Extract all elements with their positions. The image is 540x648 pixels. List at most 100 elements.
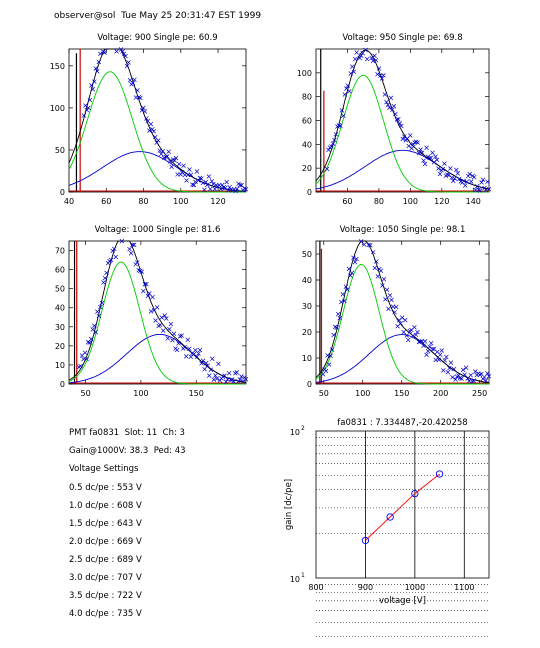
x-tick-label: 120	[210, 197, 225, 206]
data-point	[207, 374, 211, 378]
data-point	[198, 348, 202, 352]
data-point	[155, 305, 159, 309]
gain-fit-line	[365, 474, 439, 541]
data-point	[208, 187, 212, 191]
x-tick-label: 60	[342, 197, 352, 206]
x-tick-label: 60	[101, 197, 111, 206]
data-point	[177, 162, 181, 166]
data-point	[203, 367, 207, 371]
y-axis-label: gain [dc/pe]	[284, 479, 294, 530]
y-tick-label: 10	[302, 354, 312, 363]
data-point	[326, 148, 330, 152]
data-point	[341, 292, 345, 296]
y-tick-label-bottom: 10	[290, 575, 300, 584]
y-tick-label-top: 10	[290, 428, 300, 437]
data-point	[187, 168, 191, 172]
y-tick-label: 30	[302, 302, 312, 311]
data-point	[382, 277, 386, 281]
y-tick-exponent: 1	[301, 572, 305, 579]
data-point	[186, 338, 190, 342]
data-point	[438, 172, 442, 176]
data-point	[178, 334, 182, 338]
setting-0: 0.5 dc/pe : 553 V	[69, 483, 142, 493]
x-tick-label: 140	[466, 197, 481, 206]
data-point	[184, 354, 188, 358]
data-point	[408, 134, 412, 138]
data-point	[406, 338, 410, 342]
y-tick-label: 20	[302, 328, 312, 337]
y-tick-label: 60	[55, 266, 65, 275]
data-point	[167, 327, 171, 331]
x-tick-label: 100	[355, 389, 370, 398]
data-point	[456, 171, 460, 175]
data-point	[173, 158, 177, 162]
data-point	[472, 175, 476, 179]
y-tick-label: 100	[297, 69, 312, 78]
y-tick-label: 40	[302, 276, 312, 285]
data-point	[341, 114, 345, 118]
data-point	[138, 96, 142, 100]
data-point	[101, 280, 105, 284]
data-point	[169, 322, 173, 326]
data-point	[336, 312, 340, 316]
data-point	[478, 373, 482, 377]
data-point	[389, 96, 393, 100]
data-point	[376, 274, 380, 278]
data-point	[429, 341, 433, 345]
data-point	[412, 325, 416, 329]
total-fit-curve	[69, 49, 246, 191]
total-fit-curve	[316, 50, 489, 189]
y-tick-label: 20	[55, 342, 65, 351]
data-point	[355, 50, 359, 54]
y-tick-label: 50	[55, 146, 65, 155]
data-point	[212, 378, 216, 382]
data-point	[463, 184, 467, 188]
data-point	[428, 345, 432, 349]
x-tick-label: 1100	[454, 583, 474, 592]
data-point	[449, 361, 453, 365]
data-point	[180, 334, 184, 338]
data-point	[392, 104, 396, 108]
data-point	[448, 167, 452, 171]
data-point	[114, 255, 118, 259]
data-point	[410, 146, 414, 150]
data-point	[182, 164, 186, 168]
x-tick-label: 80	[374, 197, 384, 206]
x-tick-label: 50	[319, 389, 329, 398]
y-tick-label: 20	[302, 164, 312, 173]
data-point	[425, 353, 429, 357]
data-point	[432, 160, 436, 164]
setting-5: 3.0 dc/pe : 707 V	[69, 573, 142, 583]
data-point	[185, 179, 189, 183]
plot-title: Voltage: 900 Single pe: 60.9	[97, 33, 217, 43]
data-point	[235, 187, 239, 191]
y-tick-label: 60	[302, 117, 312, 126]
data-point	[438, 353, 442, 357]
x-tick-label: 80	[138, 197, 148, 206]
data-point	[155, 141, 159, 145]
x-tick-label: 150	[189, 389, 204, 398]
data-point	[450, 375, 454, 379]
data-point	[440, 348, 444, 352]
y-tick-exponent: 2	[301, 425, 305, 432]
x-tick-label: 100	[173, 197, 188, 206]
x-tick-label: 250	[472, 389, 487, 398]
data-point	[127, 60, 131, 64]
y-tick-label: 40	[55, 304, 65, 313]
data-point	[462, 179, 466, 183]
y-tick-label: 100	[50, 104, 65, 113]
single-pe-fit-curve	[316, 75, 489, 192]
plot-frame	[316, 49, 489, 192]
y-tick-label: 0	[60, 188, 65, 197]
data-point	[469, 180, 473, 184]
data-point	[158, 323, 162, 327]
x-axis-label: voltage [V]	[379, 596, 426, 606]
setting-7: 4.0 dc/pe : 735 V	[69, 609, 142, 619]
setting-3: 2.0 dc/pe : 669 V	[69, 537, 142, 547]
data-point	[403, 318, 407, 322]
setting-2: 1.5 dc/pe : 643 V	[69, 519, 142, 529]
data-point	[156, 138, 160, 142]
y-tick-label: 40	[302, 140, 312, 149]
two-pe-fit-curve	[69, 334, 246, 382]
